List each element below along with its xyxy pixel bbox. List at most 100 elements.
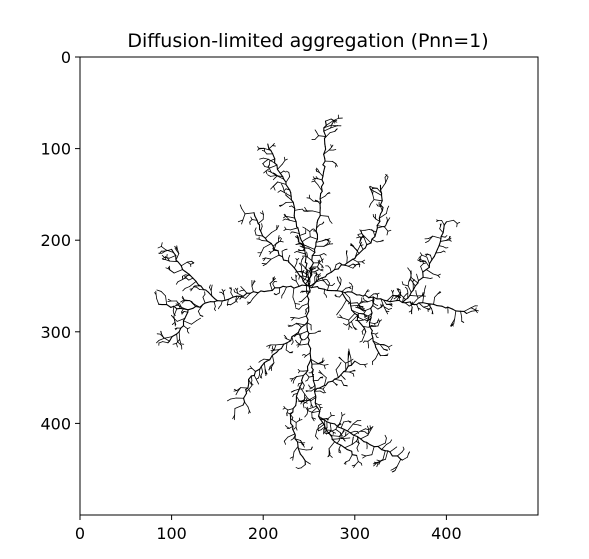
cluster-twig: [265, 167, 271, 172]
cluster-twig: [422, 262, 427, 265]
cluster-twig: [352, 258, 359, 263]
cluster-branch-north-west-2: [288, 261, 294, 267]
cluster-branch-south-east: [389, 451, 393, 457]
cluster-twig: [325, 427, 328, 432]
cluster-twig: [285, 425, 288, 428]
cluster-branch-west: [224, 298, 229, 301]
cluster-twig: [290, 227, 299, 231]
cluster-twig: [329, 130, 336, 134]
cluster-twig: [362, 325, 369, 328]
cluster-branch-west-upper: [195, 280, 200, 286]
cluster-twig: [441, 220, 445, 226]
cluster-twig: [348, 286, 352, 288]
cluster-twig: [387, 217, 391, 222]
cluster-twig: [311, 267, 316, 271]
cluster-twig: [285, 349, 291, 354]
cluster-twig: [440, 236, 446, 238]
cluster-twig: [370, 187, 374, 191]
cluster-twig: [297, 332, 302, 340]
cluster-twig: [466, 310, 472, 314]
cluster-twig: [252, 292, 259, 300]
cluster-twig: [299, 339, 302, 345]
cluster-twig: [295, 323, 299, 325]
cluster-twig: [180, 299, 185, 303]
cluster-branch-east: [422, 302, 429, 305]
cluster-twig: [291, 341, 294, 345]
cluster-branch-south-west: [289, 411, 294, 416]
cluster-twig: [361, 336, 364, 342]
cluster-twig: [319, 254, 323, 260]
cluster-twig: [392, 292, 394, 297]
cluster-twig: [159, 250, 162, 254]
cluster-branch-south: [307, 290, 311, 295]
cluster-twig: [311, 374, 314, 377]
cluster-twig: [297, 441, 303, 444]
cluster-twig: [282, 407, 286, 410]
cluster-twig: [363, 310, 367, 315]
cluster-twig: [371, 324, 375, 327]
cluster-twig: [292, 287, 295, 298]
cluster-branch-east-upper: [428, 259, 433, 265]
cluster-branch-south-west-2: [243, 397, 246, 403]
cluster-branch-south: [312, 380, 316, 386]
cluster-twig: [290, 378, 294, 382]
cluster-branch-west-lower: [171, 333, 178, 338]
cluster-twig: [154, 292, 157, 295]
cluster-branch-east-lower: [370, 332, 374, 339]
cluster-twig: [352, 436, 354, 441]
cluster-twig: [214, 308, 216, 312]
cluster-twig: [416, 276, 419, 282]
cluster-twig: [265, 258, 272, 265]
cluster-branch-north-east: [337, 264, 342, 270]
cluster-twig: [181, 311, 183, 315]
cluster-twig: [322, 359, 325, 363]
cluster-twig: [381, 444, 387, 450]
cluster-twig: [229, 287, 232, 290]
cluster-branch-north-west: [300, 239, 304, 245]
cluster-branch-east: [389, 300, 397, 303]
cluster-twig: [463, 307, 472, 312]
y-tick-label: 200: [40, 231, 71, 250]
cluster-twig: [440, 223, 442, 227]
cluster-branch-east-lower: [378, 351, 381, 357]
cluster-twig: [363, 331, 367, 338]
cluster-twig: [299, 232, 307, 236]
cluster-twig: [285, 216, 291, 221]
cluster-twig: [348, 282, 352, 285]
cluster-twig: [271, 354, 275, 364]
cluster-branch-east: [386, 300, 391, 303]
cluster-twig: [227, 298, 229, 304]
cluster-branch-east: [436, 304, 443, 307]
cluster-twig: [376, 225, 385, 228]
cluster-branch-east-upper: [442, 227, 445, 234]
cluster-twig: [306, 322, 312, 326]
cluster-twig: [296, 341, 302, 346]
cluster-twig: [331, 120, 335, 125]
cluster-branch-north-east: [326, 271, 332, 276]
cluster-twig: [370, 199, 375, 205]
cluster-branch-south-west-2: [275, 349, 280, 354]
cluster-twig: [340, 374, 344, 379]
cluster-branch-north: [323, 124, 327, 129]
cluster-branch-south-west: [299, 381, 303, 388]
cluster-twig: [162, 341, 169, 344]
cluster-twig: [300, 330, 308, 335]
cluster-twig: [371, 238, 378, 243]
cluster-twig: [234, 295, 240, 303]
cluster-twig: [269, 279, 274, 284]
cluster-twig: [359, 237, 363, 244]
cluster-twig: [335, 163, 337, 168]
cluster-twig: [397, 290, 401, 295]
cluster-twig: [417, 295, 423, 299]
cluster-branch-north-west-2: [296, 270, 300, 276]
cluster-branch-east-lower: [375, 346, 380, 354]
cluster-twig: [273, 278, 277, 281]
cluster-twig: [425, 269, 434, 275]
cluster-branch-west-lower: [184, 311, 189, 319]
cluster-twig: [255, 377, 259, 380]
cluster-twig: [222, 289, 226, 292]
cluster-branch-east-upper: [431, 255, 435, 261]
cluster-twig: [383, 306, 387, 312]
cluster-branch-north-west: [302, 243, 305, 248]
cluster-twig: [434, 293, 439, 298]
